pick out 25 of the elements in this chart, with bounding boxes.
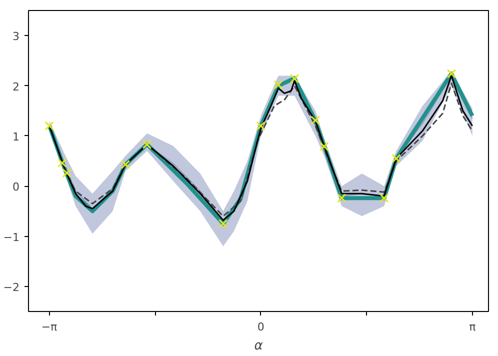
point	[310, 116, 320, 126]
y-tick-label: −1	[3, 230, 20, 244]
point	[62, 168, 72, 178]
point	[446, 69, 456, 78]
x-tick-label: 0	[257, 320, 264, 334]
point	[274, 80, 284, 90]
point	[392, 154, 401, 164]
point	[142, 140, 152, 150]
y-tick-label: 1	[12, 130, 20, 144]
point	[337, 193, 346, 203]
y-tick-label: 0	[12, 180, 20, 194]
point	[120, 160, 130, 170]
y-tick-label: −2	[3, 280, 20, 294]
point	[44, 121, 54, 131]
x-tick-label: −π	[41, 320, 58, 334]
x-tick-label: π	[469, 320, 476, 334]
x-axis-title: α	[254, 338, 264, 354]
point	[320, 142, 329, 152]
y-tick-label: 3	[12, 30, 20, 44]
point	[58, 158, 67, 168]
y-tick-label: 2	[12, 80, 20, 94]
point	[218, 219, 228, 228]
point	[256, 121, 266, 131]
point	[379, 193, 389, 203]
point	[290, 74, 300, 84]
